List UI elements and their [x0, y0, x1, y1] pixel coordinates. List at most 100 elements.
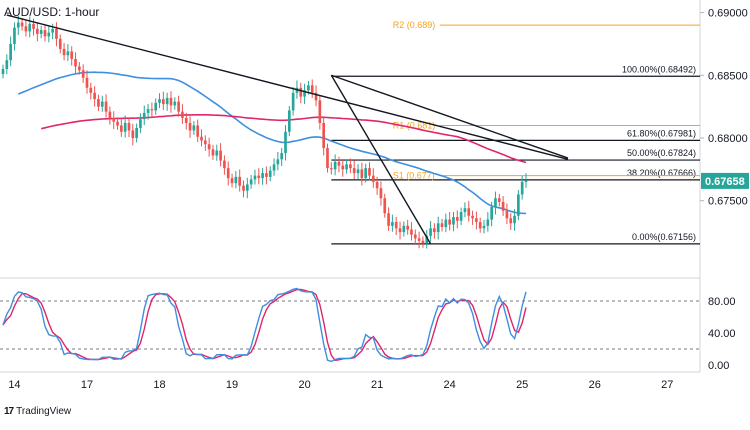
candle-body — [51, 28, 54, 33]
pivot-level-label: S1 (0.677) — [393, 171, 435, 181]
candle-body — [253, 175, 257, 180]
candle-body — [36, 28, 39, 34]
candle-body — [265, 173, 268, 177]
candle-body — [139, 119, 142, 128]
price-tick-label: 0.69000 — [708, 8, 748, 20]
moving-average-line — [41, 114, 527, 164]
candles — [1, 15, 528, 249]
candle-body — [322, 122, 326, 149]
candle-body — [226, 168, 230, 179]
price-tick-label: 0.68500 — [708, 70, 748, 82]
candle-body — [482, 225, 486, 229]
candle-body — [188, 122, 192, 131]
candle-body — [196, 125, 200, 137]
candle-body — [490, 207, 493, 220]
fib-level-label: 0.00%(0.67156) — [632, 232, 696, 242]
candle-body — [150, 109, 154, 111]
candle-body — [402, 225, 406, 233]
candle-body — [223, 160, 226, 169]
candle-body — [116, 121, 119, 126]
candle-body — [211, 149, 215, 156]
candle-body — [192, 125, 196, 131]
candle-body — [341, 165, 345, 170]
candle-body — [5, 60, 9, 69]
time-tick-label: 14 — [8, 379, 20, 391]
candle-body — [108, 111, 112, 118]
candle-body — [383, 198, 387, 214]
axes: 0.69000 0.68500 0.68000 0.67500 0.67658 14 17 1… — [8, 8, 749, 391]
fib-level-label: 38.20%(0.67666) — [627, 168, 696, 178]
candle-body — [203, 140, 207, 145]
candle-body — [310, 85, 314, 93]
time-tick-label: 18 — [153, 379, 165, 391]
candle-body — [501, 201, 505, 211]
tradingview-watermark: 17 TradingView — [4, 406, 71, 417]
price-tick-label: 0.67500 — [708, 196, 748, 208]
time-tick-label: 19 — [226, 379, 238, 391]
candle-body — [406, 225, 409, 230]
fib-level-label: 50.00%(0.67824) — [627, 148, 696, 158]
candle-body — [181, 111, 184, 118]
candle-body — [74, 58, 77, 67]
candle-body — [318, 100, 322, 123]
candle-body — [177, 101, 180, 112]
fib-level-label: 61.80%(0.67981) — [627, 128, 696, 138]
candle-body — [291, 92, 295, 111]
candle-body — [494, 198, 497, 207]
candle-body — [375, 181, 379, 189]
time-tick-label: 27 — [661, 379, 673, 391]
candle-body — [444, 219, 448, 228]
candle-body — [238, 176, 242, 186]
grid — [0, 0, 701, 373]
candle-body — [16, 22, 20, 28]
trendlines — [6, 14, 569, 245]
candle-body — [398, 228, 402, 233]
candle-body — [417, 238, 421, 241]
candle-body — [249, 179, 253, 185]
candle-body — [303, 90, 306, 97]
candle-body — [345, 164, 348, 170]
candle-body — [314, 92, 318, 101]
candle-body — [368, 168, 371, 176]
chart-title: AUD/USD: 1-hour — [4, 5, 99, 19]
candle-body — [467, 208, 471, 216]
stochastic-oscillator: 80.00 40.00 0.00 — [0, 287, 736, 372]
candle-body — [28, 23, 32, 32]
candle-body — [513, 215, 516, 224]
time-tick-label: 21 — [371, 379, 383, 391]
fib-level-label: 100.00%(0.68492) — [622, 64, 696, 74]
candle-body — [268, 170, 272, 177]
candle-body — [207, 144, 211, 150]
candle-body — [230, 178, 234, 184]
candle-body — [32, 23, 35, 29]
trendline — [331, 74, 569, 159]
current-price-label: 0.67658 — [705, 176, 745, 188]
candle-body — [62, 48, 66, 56]
candle-body — [146, 109, 150, 113]
candle-body — [475, 218, 478, 223]
candle-body — [509, 218, 513, 224]
candle-body — [497, 198, 501, 202]
oscillator-tick-label: 80.00 — [708, 296, 736, 308]
candle-body — [391, 222, 394, 226]
current-price-tag — [701, 172, 749, 189]
candle-body — [452, 217, 455, 225]
candle-body — [307, 85, 310, 91]
candle-body — [463, 208, 467, 213]
time-tick-label: 20 — [298, 379, 310, 391]
tradingview-text: TradingView — [16, 406, 72, 417]
candle-body — [486, 219, 490, 226]
candle-body — [104, 101, 108, 112]
candle-body — [455, 217, 459, 221]
candle-body — [100, 101, 104, 107]
candle-body — [184, 117, 188, 123]
candle-body — [326, 148, 329, 169]
candle-body — [245, 184, 249, 191]
candle-body — [276, 159, 280, 165]
candle-body — [413, 234, 417, 239]
candle-body — [261, 173, 264, 179]
candle-body — [280, 153, 284, 160]
candle-body — [387, 213, 390, 226]
candle-body — [242, 185, 245, 191]
